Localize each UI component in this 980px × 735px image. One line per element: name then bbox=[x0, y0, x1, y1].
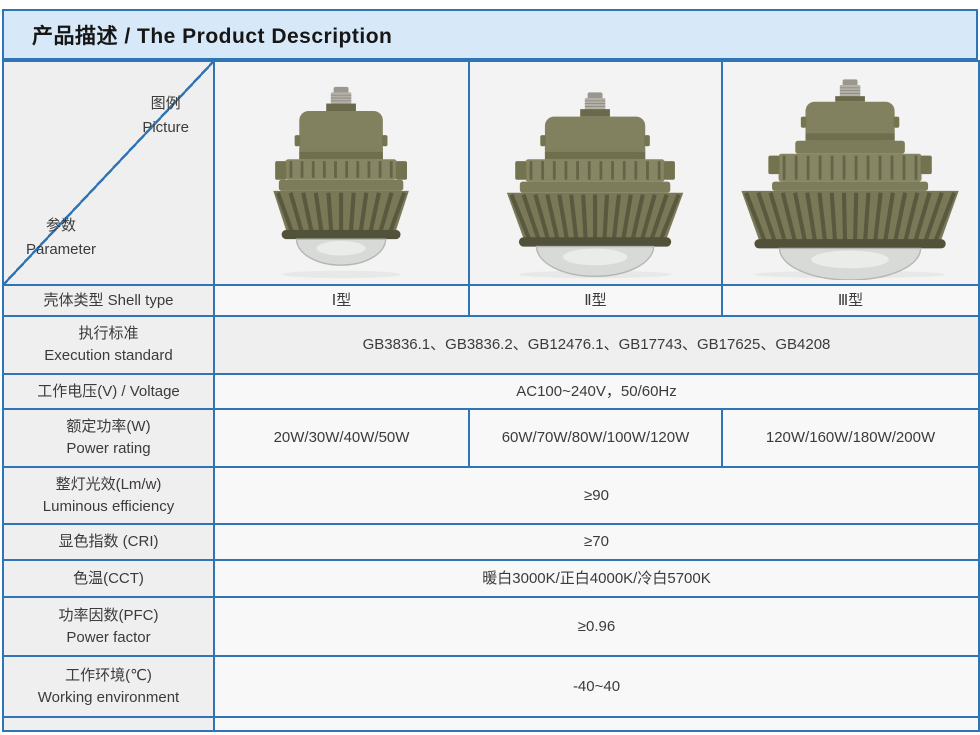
power-rating-label-en: Power rating bbox=[66, 440, 151, 457]
product-spec-table: 图例 Picture 参数 Parameter bbox=[2, 60, 980, 732]
corner-parameter-label: 参数 Parameter bbox=[26, 214, 96, 262]
cct-value: 暖白3000K/正白4000K/冷白5700K bbox=[213, 559, 980, 598]
power-factor-value: ≥0.96 bbox=[213, 596, 980, 657]
table-row-shell-type: 壳体类型 Shell type Ⅰ型 Ⅱ型 Ⅲ型 bbox=[2, 284, 980, 317]
power-factor-label-cn: 功率因数(PFC) bbox=[58, 606, 159, 624]
working-environment-label-en: Working environment bbox=[37, 688, 180, 706]
table-row-voltage: 工作电压(V) / Voltage AC100~240V，50/60Hz bbox=[2, 373, 980, 410]
partial-row-value-cell bbox=[213, 716, 980, 732]
corner-parameter-cn: 参数 bbox=[46, 217, 77, 234]
product-description-page: 产品描述 / The Product Description 图例 Pictur… bbox=[0, 9, 980, 735]
working-environment-label-cn: 工作环境(℃) bbox=[65, 666, 152, 684]
corner-picture-cn: 图例 bbox=[150, 95, 181, 112]
luminous-efficiency-label-cn: 整灯光效(Lm/w) bbox=[55, 475, 162, 493]
voltage-label: 工作电压(V) / Voltage bbox=[2, 373, 215, 410]
power-rating-label-cn: 额定功率(W) bbox=[66, 418, 151, 436]
lamp-illustration bbox=[273, 86, 410, 279]
table-row-luminous-efficiency: 整灯光效(Lm/w) Luminous efficiency ≥90 bbox=[2, 466, 980, 525]
execution-standard-label-en: Execution standard bbox=[44, 347, 173, 364]
cri-label: 显色指数 (CRI) bbox=[2, 523, 215, 561]
luminous-efficiency-label: 整灯光效(Lm/w) Luminous efficiency bbox=[2, 466, 215, 525]
lamp-illustration bbox=[507, 92, 684, 279]
table-row-working-environment: 工作环境(℃) Working environment -40~40 bbox=[2, 655, 980, 718]
corner-picture-en: Picture bbox=[142, 119, 189, 136]
table-row-execution-standard: 执行标准 Execution standard GB3836.1、GB3836.… bbox=[2, 315, 980, 375]
execution-standard-label: 执行标准 Execution standard bbox=[2, 315, 215, 375]
shell-type-2-lamp-photo bbox=[474, 64, 717, 282]
lamp-illustration bbox=[741, 79, 960, 280]
table-row-power-rating: 额定功率(W) Power rating 20W/30W/40W/50W 60W… bbox=[2, 408, 980, 468]
execution-standard-value: GB3836.1、GB3836.2、GB12476.1、GB17743、GB17… bbox=[213, 315, 980, 375]
cct-label: 色温(CCT) bbox=[2, 559, 215, 598]
luminous-efficiency-value: ≥90 bbox=[213, 466, 980, 525]
table-row-cct: 色温(CCT) 暖白3000K/正白4000K/冷白5700K bbox=[2, 559, 980, 598]
photo-cell-type-1 bbox=[213, 60, 470, 286]
power-factor-label-en: Power factor bbox=[66, 628, 151, 646]
power-rating-value-3: 120W/160W/180W/200W bbox=[721, 408, 980, 468]
partial-row-label-cell bbox=[2, 716, 215, 732]
execution-standard-label-cn: 执行标准 bbox=[78, 325, 139, 343]
section-title: 产品描述 / The Product Description bbox=[32, 24, 393, 48]
working-environment-value: -40~40 bbox=[213, 655, 980, 718]
table-row-power-factor: 功率因数(PFC) Power factor ≥0.96 bbox=[2, 596, 980, 657]
shell-type-3-lamp-photo bbox=[727, 64, 974, 282]
shell-type-value-3: Ⅲ型 bbox=[721, 284, 980, 317]
shell-type-label: 壳体类型 Shell type bbox=[2, 284, 215, 317]
working-environment-label: 工作环境(℃) Working environment bbox=[2, 655, 215, 718]
table-row-pictures: 图例 Picture 参数 Parameter bbox=[2, 60, 980, 286]
power-rating-value-2: 60W/70W/80W/100W/120W bbox=[468, 408, 723, 468]
table-row-partial bbox=[2, 716, 980, 732]
section-header: 产品描述 / The Product Description bbox=[2, 9, 978, 60]
voltage-value: AC100~240V，50/60Hz bbox=[213, 373, 980, 410]
shell-type-value-1: Ⅰ型 bbox=[213, 284, 470, 317]
power-rating-value-1: 20W/30W/40W/50W bbox=[213, 408, 470, 468]
luminous-efficiency-label-en: Luminous efficiency bbox=[42, 497, 175, 515]
photo-cell-type-2 bbox=[468, 60, 723, 286]
cri-value: ≥70 bbox=[213, 523, 980, 561]
corner-picture-label: 图例 Picture bbox=[142, 92, 189, 140]
power-rating-label: 额定功率(W) Power rating bbox=[2, 408, 215, 468]
photo-cell-type-3 bbox=[721, 60, 980, 286]
shell-type-1-lamp-photo bbox=[219, 64, 464, 282]
corner-parameter-en: Parameter bbox=[26, 241, 97, 258]
power-factor-label: 功率因数(PFC) Power factor bbox=[2, 596, 215, 657]
corner-header-cell: 图例 Picture 参数 Parameter bbox=[2, 60, 215, 286]
table-row-cri: 显色指数 (CRI) ≥70 bbox=[2, 523, 980, 561]
shell-type-value-2: Ⅱ型 bbox=[468, 284, 723, 317]
